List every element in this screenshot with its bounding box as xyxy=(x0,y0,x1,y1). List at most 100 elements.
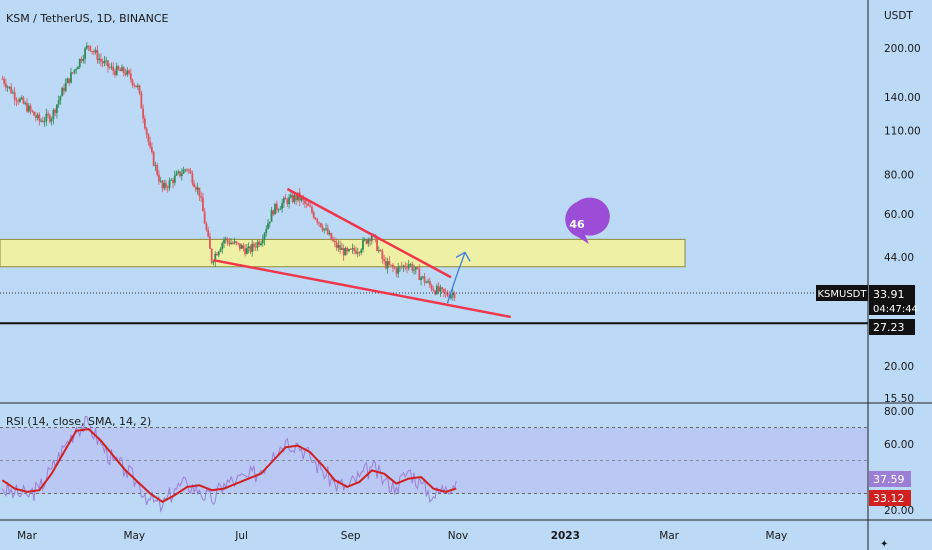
candle-body-216 xyxy=(379,250,382,251)
candle-body-258 xyxy=(453,293,456,299)
candle-body-218 xyxy=(383,259,386,261)
candle-body-54 xyxy=(94,50,97,53)
support-zone[interactable] xyxy=(0,238,686,268)
candle-body-177 xyxy=(311,206,313,213)
rsi-value-tags: 37.59 33.12 xyxy=(869,471,911,506)
price-tag-countdown: 04:47:44 xyxy=(873,304,918,315)
time-tick-label: May xyxy=(766,530,788,542)
level-price-label: 27.23 xyxy=(869,319,915,335)
candle-body-256 xyxy=(450,295,452,298)
candle-body-25 xyxy=(43,121,46,123)
candle-body-175 xyxy=(307,203,310,207)
candle-body-163 xyxy=(286,199,289,205)
candle-body-199 xyxy=(349,249,352,250)
candle-body-37 xyxy=(64,83,67,92)
candle-body-10 xyxy=(17,100,20,102)
candle-body-239 xyxy=(420,277,422,281)
candle-body-227 xyxy=(399,266,401,268)
candle-body-196 xyxy=(344,248,347,256)
candle-body-240 xyxy=(421,276,424,278)
candle-body-31 xyxy=(54,109,57,113)
candle-body-134 xyxy=(235,241,238,243)
rsi-line[interactable] xyxy=(1,416,457,513)
candle-body-158 xyxy=(277,209,280,211)
candle-body-33 xyxy=(57,100,60,105)
candle-body-139 xyxy=(244,248,247,254)
candle-body-64 xyxy=(112,66,115,71)
time-axis-labels: Mar May Jul Sep Nov 2023 Mar May xyxy=(17,530,787,542)
candle-body-17 xyxy=(29,105,32,111)
candle-body-223 xyxy=(392,264,394,268)
candle-body-120 xyxy=(210,248,213,263)
candle-body-44 xyxy=(77,66,79,70)
candle-body-80 xyxy=(140,92,143,109)
price-tick-label: 140.00 xyxy=(884,92,921,104)
candle-body-150 xyxy=(263,233,266,240)
candle-body-87 xyxy=(152,151,155,166)
candle-body-151 xyxy=(265,229,268,234)
projection-arrow[interactable] xyxy=(446,251,471,304)
candle-body-43 xyxy=(75,69,78,70)
wedge-lower-trendline[interactable] xyxy=(213,258,512,319)
candle-body-92 xyxy=(161,180,164,189)
candle-body-230 xyxy=(404,265,407,268)
rsi-sma-line[interactable] xyxy=(1,428,457,503)
candle-body-63 xyxy=(110,66,113,68)
candle-body-182 xyxy=(319,223,322,227)
candle-body-18 xyxy=(31,110,34,112)
candle-body-153 xyxy=(268,221,271,224)
candle-body-91 xyxy=(159,180,162,182)
candle-body-147 xyxy=(258,241,261,246)
candle-body-217 xyxy=(381,250,384,260)
candle-body-53 xyxy=(92,51,95,53)
candle-body-21 xyxy=(36,114,39,118)
candle-body-125 xyxy=(219,249,222,252)
tradingview-logo-mark: ✦ xyxy=(880,539,888,550)
candle-body-207 xyxy=(363,239,366,241)
rsi-axis-ticks: 80.00 60.00 20.00 xyxy=(884,406,914,517)
candle-body-104 xyxy=(182,169,185,174)
candle-body-215 xyxy=(377,250,380,251)
candle-body-180 xyxy=(316,219,319,223)
candle-body-178 xyxy=(312,212,315,218)
candle-body-51 xyxy=(89,45,92,52)
candle-body-253 xyxy=(444,292,447,293)
candle-body-88 xyxy=(154,165,157,166)
wedge-upper-trendline[interactable] xyxy=(286,187,452,279)
candle-body-76 xyxy=(133,85,136,86)
candle-body-173 xyxy=(304,200,306,204)
candle-body-68 xyxy=(119,69,122,72)
candle-body-144 xyxy=(253,243,255,247)
last-price-label: KSMUSDT 33.91 04:47:44 xyxy=(816,285,918,315)
candle-body-129 xyxy=(226,238,229,242)
price-tick-label: 60.00 xyxy=(884,209,914,221)
candle-body-97 xyxy=(170,180,173,181)
candle-body-105 xyxy=(184,169,187,171)
candle-body-146 xyxy=(256,241,259,248)
candle-body-106 xyxy=(186,169,188,171)
candle-body-202 xyxy=(355,250,357,254)
candle-body-140 xyxy=(245,248,248,254)
candle-body-127 xyxy=(223,239,225,244)
time-tick-label: Nov xyxy=(448,530,469,542)
rsi-value-tag xyxy=(869,471,911,487)
candle-body-161 xyxy=(282,197,285,203)
candle-body-94 xyxy=(165,183,167,188)
candle-body-32 xyxy=(56,104,58,113)
candle-body-89 xyxy=(156,165,159,175)
candle-body-107 xyxy=(187,169,190,171)
candle-body-222 xyxy=(390,264,393,266)
candle-body-250 xyxy=(439,287,442,292)
candle-body-133 xyxy=(233,241,236,244)
candle-body-190 xyxy=(333,240,336,243)
candle-body-101 xyxy=(177,171,180,174)
candle-body-184 xyxy=(323,228,326,231)
candle-body-131 xyxy=(230,242,232,245)
candle-body-19 xyxy=(33,111,35,116)
candle-body-71 xyxy=(124,72,127,75)
price-bubble[interactable]: 46 xyxy=(565,197,610,244)
candle-body-15 xyxy=(26,103,28,112)
candle-body-103 xyxy=(180,173,183,177)
candle-body-159 xyxy=(279,208,282,210)
